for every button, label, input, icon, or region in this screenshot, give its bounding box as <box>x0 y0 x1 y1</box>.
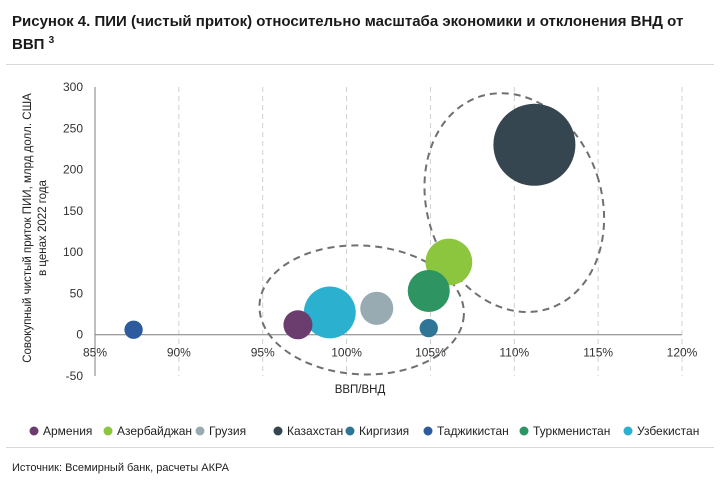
x-tick-label: 110% <box>499 346 529 360</box>
x-axis-label: ВВП/ВНД <box>335 384 386 396</box>
legend-label: Туркменистан <box>533 424 610 438</box>
bubbles <box>124 103 576 340</box>
bubble-point <box>360 291 394 325</box>
legend-label: Казахстан <box>287 424 343 438</box>
group-ellipse <box>258 244 465 376</box>
bubble-point <box>419 318 438 338</box>
legend-marker <box>423 426 433 436</box>
x-tick-label: 85% <box>83 346 107 360</box>
chart-title-text: Рисунок 4. ПИИ (чистый приток) относител… <box>12 13 684 53</box>
legend-marker <box>273 426 283 436</box>
group-ellipses <box>258 92 606 376</box>
chart-title: Рисунок 4. ПИИ (чистый приток) относител… <box>12 12 702 54</box>
legend-marker <box>345 426 355 436</box>
legend-marker <box>29 426 39 436</box>
bubble-point <box>303 286 356 339</box>
legend-marker <box>195 426 205 436</box>
y-tick-label: 100 <box>63 245 83 259</box>
x-tick-label: 115% <box>583 346 613 360</box>
legend-label: Киргизия <box>359 424 409 438</box>
legend-label: Армения <box>43 424 92 438</box>
legend-label: Азербайджан <box>117 424 192 438</box>
y-tick-label: 50 <box>70 286 84 300</box>
x-tick-label: 100% <box>331 346 362 360</box>
y-axis-label-line1: Совокупный чистый приток ПИИ, млрд долл.… <box>22 93 34 363</box>
legend-label: Узбекистан <box>637 424 699 438</box>
y-tick-label: -50 <box>66 369 84 383</box>
x-tick-label: 90% <box>167 346 191 360</box>
bubble-point <box>283 310 313 340</box>
y-tick-label: 150 <box>63 204 83 218</box>
legend-marker <box>623 426 633 436</box>
bubble-chart: -50 0 50 100 150 200 250 300 85% 90% 95% 100% 105% 11… <box>22 80 699 438</box>
x-tick-label: 105% <box>415 346 446 360</box>
footnote-mark: 3 <box>48 35 55 46</box>
x-tick-label: 120% <box>667 346 698 360</box>
group-ellipse <box>423 92 606 313</box>
legend-label: Грузия <box>209 424 246 438</box>
chart-frame <box>6 64 714 448</box>
grid-lines <box>178 87 683 376</box>
bubble-point <box>407 269 450 312</box>
legend-marker <box>519 426 529 436</box>
y-tick-label: 300 <box>63 80 83 94</box>
x-tick-label: 95% <box>251 346 275 360</box>
axes <box>94 87 682 376</box>
legend-marker <box>103 426 113 436</box>
bubble-point <box>493 103 576 186</box>
bubble-point <box>124 320 143 339</box>
tick-labels: -50 0 50 100 150 200 250 300 85% 90% 95% 100% 105% 11… <box>63 80 698 383</box>
legend: Армения Азербайджан Грузия Казахстан Киргизи… <box>29 424 699 438</box>
legend-label: Таджикистан <box>437 424 509 438</box>
y-axis-label-line2: в ценах 2022 года <box>37 179 49 275</box>
y-tick-label: 250 <box>63 121 83 135</box>
source-note: Источник: Всемирный банк, расчеты АКРА <box>12 462 229 474</box>
y-tick-label: 200 <box>63 163 83 177</box>
y-tick-label: 0 <box>76 328 83 342</box>
